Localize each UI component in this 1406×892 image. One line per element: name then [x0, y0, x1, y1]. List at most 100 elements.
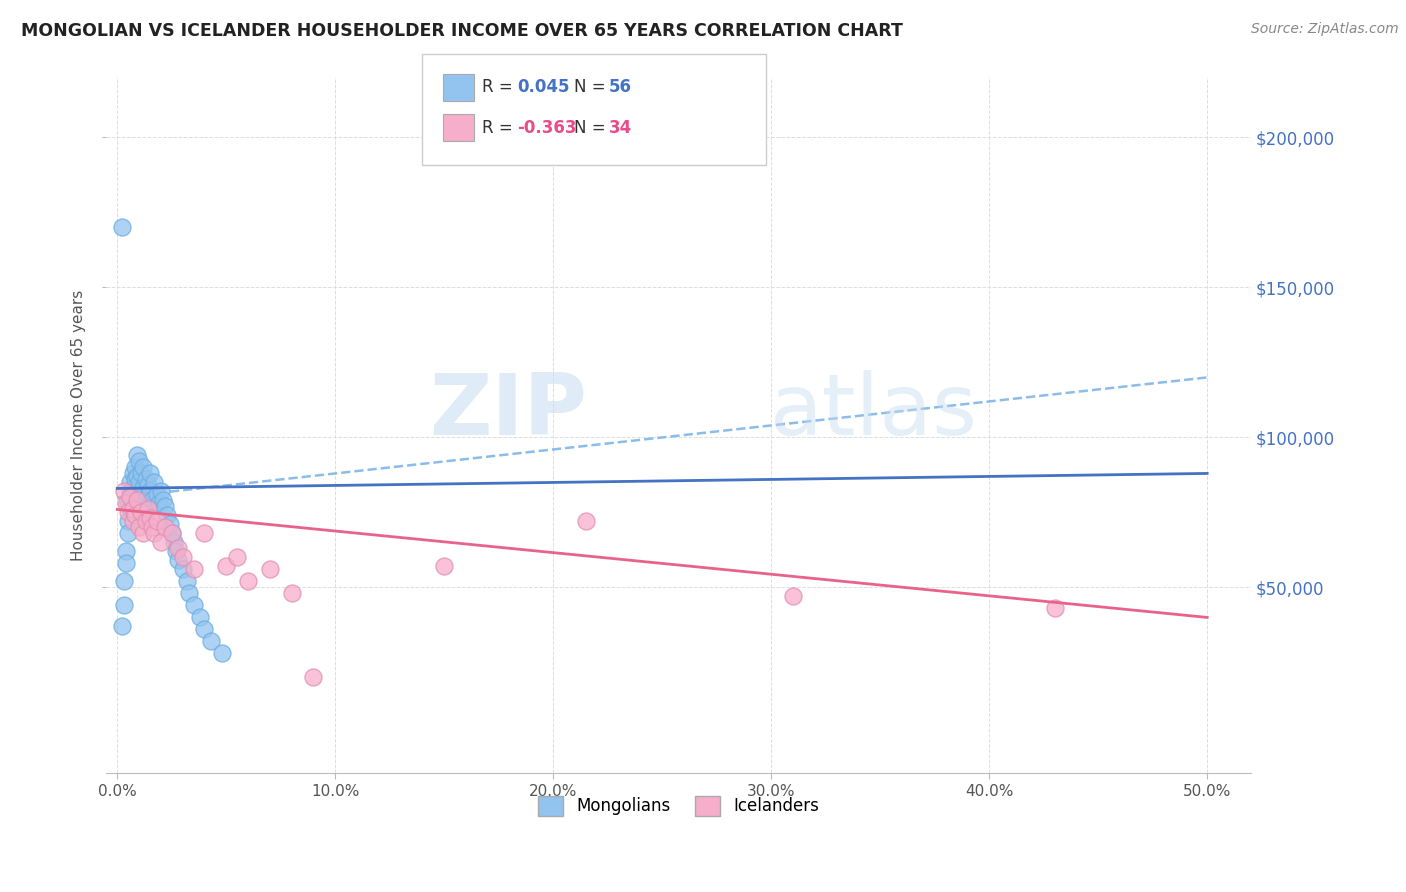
Point [120, 502, 142, 516]
Text: Source: ZipAtlas.com: Source: ZipAtlas.com [1251, 22, 1399, 37]
Point [129, 491, 152, 505]
Point [148, 496, 170, 510]
Point [132, 526, 155, 541]
Point [1043, 601, 1066, 615]
Point [128, 475, 150, 490]
Y-axis label: Householder Income Over 65 years: Householder Income Over 65 years [72, 290, 86, 561]
Point [125, 484, 148, 499]
Point [121, 505, 143, 519]
Point [433, 559, 456, 574]
Point [149, 535, 172, 549]
Point [172, 550, 194, 565]
Point [145, 487, 167, 501]
Point [575, 515, 598, 529]
Point [112, 484, 135, 499]
Point [163, 535, 186, 549]
Text: 56: 56 [609, 78, 631, 96]
Point [159, 517, 181, 532]
Legend: Mongolians, Icelanders: Mongolians, Icelanders [529, 788, 828, 824]
Point [121, 467, 143, 481]
Point [302, 670, 325, 684]
Point [143, 526, 166, 541]
Point [193, 526, 215, 541]
Point [188, 610, 211, 624]
Point [125, 449, 148, 463]
Point [183, 562, 205, 576]
Point [200, 634, 222, 648]
Point [129, 467, 152, 481]
Point [135, 515, 157, 529]
Point [139, 467, 162, 481]
Point [141, 493, 163, 508]
Point [135, 472, 157, 486]
Point [135, 493, 157, 508]
Text: R =: R = [482, 78, 519, 96]
Point [215, 559, 238, 574]
Text: N =: N = [574, 78, 610, 96]
Point [129, 505, 152, 519]
Point [132, 482, 155, 496]
Point [124, 493, 146, 508]
Point [121, 482, 143, 496]
Point [111, 619, 134, 633]
Point [211, 647, 233, 661]
Point [165, 544, 187, 558]
Point [115, 496, 138, 510]
Point [120, 475, 142, 490]
Point [128, 505, 150, 519]
Point [193, 623, 215, 637]
Text: -0.363: -0.363 [517, 119, 576, 136]
Point [121, 515, 143, 529]
Text: 0.045: 0.045 [517, 78, 569, 96]
Point [167, 541, 190, 556]
Point [136, 478, 159, 492]
Point [782, 590, 804, 604]
Point [145, 515, 167, 529]
Point [155, 520, 177, 534]
Point [156, 508, 179, 523]
Point [125, 469, 148, 483]
Point [236, 574, 259, 589]
Point [121, 502, 143, 516]
Point [120, 484, 142, 499]
Point [128, 520, 150, 534]
Point [136, 502, 159, 516]
Point [132, 460, 155, 475]
Point [160, 526, 183, 541]
Point [226, 550, 249, 565]
Point [124, 472, 146, 486]
Point [179, 586, 201, 600]
Point [117, 526, 139, 541]
Point [139, 511, 162, 525]
Point [117, 515, 139, 529]
Point [167, 553, 190, 567]
Point [120, 491, 142, 505]
Point [128, 454, 150, 468]
Point [117, 505, 139, 519]
Text: atlas: atlas [770, 370, 979, 453]
Point [115, 557, 138, 571]
Text: R =: R = [482, 119, 519, 136]
Text: ZIP: ZIP [429, 370, 588, 453]
Point [124, 508, 146, 523]
Point [143, 475, 166, 490]
Text: MONGOLIAN VS ICELANDER HOUSEHOLDER INCOME OVER 65 YEARS CORRELATION CHART: MONGOLIAN VS ICELANDER HOUSEHOLDER INCOM… [21, 22, 903, 40]
Point [136, 500, 159, 514]
Point [183, 599, 205, 613]
Text: N =: N = [574, 119, 610, 136]
Point [149, 484, 172, 499]
Point [259, 562, 281, 576]
Point [111, 220, 134, 235]
Point [125, 493, 148, 508]
Point [112, 574, 135, 589]
Point [117, 496, 139, 510]
Text: 34: 34 [609, 119, 633, 136]
Point [141, 520, 163, 534]
Point [155, 500, 177, 514]
Point [124, 460, 146, 475]
Point [120, 491, 142, 505]
Point [172, 562, 194, 576]
Point [160, 526, 183, 541]
Point [176, 574, 198, 589]
Point [139, 484, 162, 499]
